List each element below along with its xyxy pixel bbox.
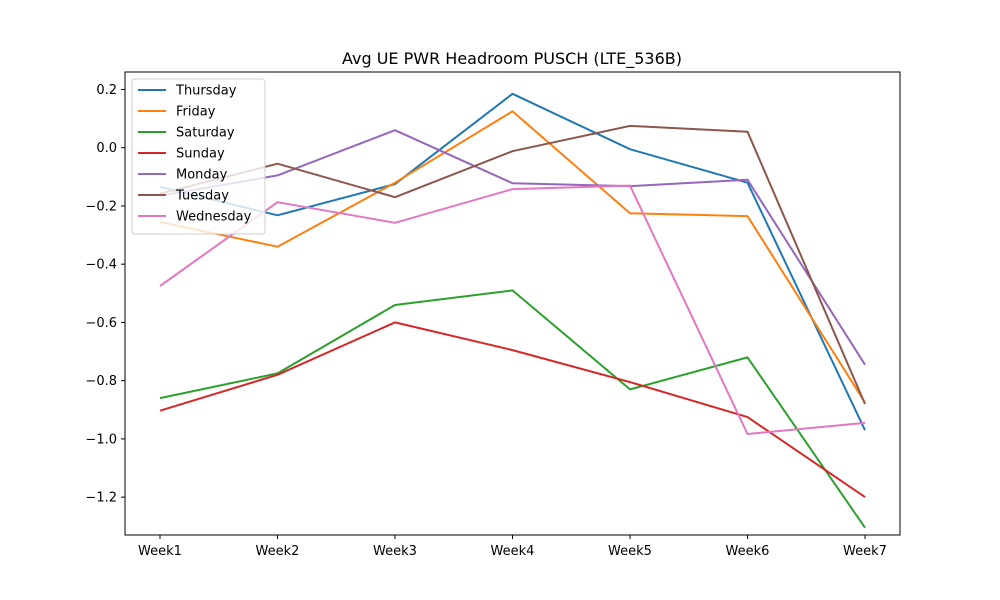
legend-label-sunday: Sunday [176,147,225,162]
x-axis: Week1 Week2 Week3 Week4 Week5 Week6 Week7 [138,535,887,559]
chart-title: Avg UE PWR Headroom PUSCH (LTE_536B) [342,49,682,69]
y-axis: 0.2 0.0 −0.2 −0.4 −0.6 −0.8 −1.0 −1.2 [85,83,125,506]
x-tick-label: Week2 [256,544,300,559]
series-line-friday [159,110,866,404]
series-line-saturday [159,289,866,529]
x-tick-label: Week5 [608,544,652,559]
legend-label-monday: Monday [176,168,228,183]
legend-label-thursday: Thursday [175,84,237,99]
series-layer [159,92,866,529]
series-line-thursday [159,92,866,431]
y-tick-label: −0.2 [85,199,117,214]
x-tick-label: Week1 [138,544,182,559]
series-line-wednesday [159,184,866,435]
x-tick-label: Week7 [843,544,887,559]
y-tick-label: 0.0 [96,141,117,156]
legend-label-friday: Friday [176,105,216,120]
y-tick-label: −0.6 [85,316,117,331]
series-line-monday [159,129,866,366]
series-line-tuesday [159,124,866,405]
y-tick-label: −0.8 [85,374,117,389]
legend: Thursday Friday Saturday Sunday Monday Tuesda… [131,78,266,235]
x-tick-label: Week6 [726,544,770,559]
legend-label-saturday: Saturday [176,126,235,141]
x-tick-label: Week3 [373,544,417,559]
y-tick-label: −1.2 [85,491,117,506]
legend-label-wednesday: Wednesday [176,210,252,225]
series-line-sunday [159,321,866,498]
legend-label-tuesday: Tuesday [175,189,229,204]
y-tick-label: −1.0 [85,432,117,447]
x-tick-label: Week4 [491,544,535,559]
y-tick-label: −0.4 [85,258,117,273]
y-tick-label: 0.2 [96,83,117,98]
